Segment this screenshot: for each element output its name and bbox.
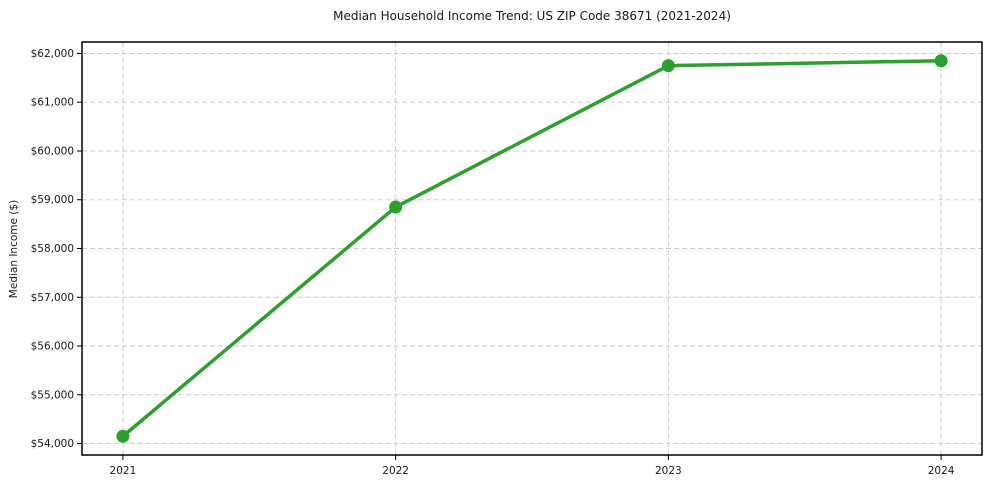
y-tick-label: $56,000 [31, 341, 74, 353]
data-point-2023 [661, 59, 675, 73]
x-tick-label: 2022 [382, 465, 409, 477]
data-point-2024 [934, 54, 948, 68]
y-tick-label: $62,000 [31, 48, 74, 60]
trend-line [121, 59, 943, 438]
data-point-2022 [389, 200, 403, 214]
x-tick-label: 2021 [110, 465, 137, 477]
chart-title: Median Household Income Trend: US ZIP Co… [333, 9, 731, 23]
y-tick-label: $57,000 [31, 292, 74, 304]
y-tick-label: $55,000 [31, 389, 74, 401]
x-tick-label: 2024 [928, 465, 955, 477]
y-tick-label: $58,000 [31, 243, 74, 255]
x-tick-label: 2023 [655, 465, 682, 477]
y-tick-label: $60,000 [31, 145, 74, 157]
y-tick-label: $59,000 [31, 194, 74, 206]
y-tick-label: $61,000 [31, 97, 74, 109]
y-tick-label: $54,000 [31, 438, 74, 450]
data-point-2021 [116, 429, 130, 443]
